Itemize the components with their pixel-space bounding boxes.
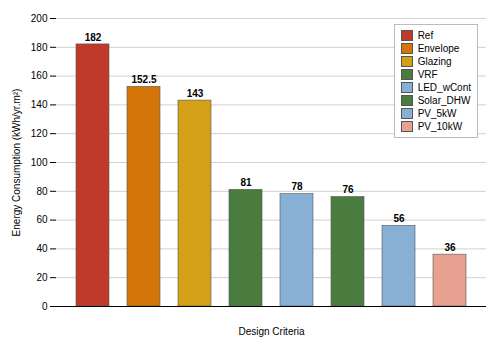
- html-text:Ref: Ref: [417, 30, 434, 41]
- svg-text:76: 76: [342, 184, 354, 195]
- svg-text:182: 182: [85, 32, 102, 43]
- html-text:Glazing: Glazing: [417, 56, 452, 67]
- svg-text:120: 120: [31, 128, 48, 139]
- svg-text:152.5: 152.5: [131, 74, 156, 85]
- svg-text:200: 200: [31, 13, 48, 24]
- svg-text:143: 143: [187, 88, 204, 99]
- svg-text:160: 160: [31, 70, 48, 81]
- html-text:VRF: VRF: [417, 69, 438, 80]
- svg-text:36: 36: [444, 242, 456, 253]
- svg-text:80: 80: [36, 186, 48, 197]
- html-text:Solar_DHW: Solar_DHW: [417, 95, 471, 106]
- html-text:Envelope: Envelope: [417, 43, 460, 54]
- svg-text:Energy Consumption (kWh/yr.m²): Energy Consumption (kWh/yr.m²): [11, 89, 22, 237]
- svg-text:0: 0: [42, 301, 48, 312]
- svg-text:100: 100: [31, 157, 48, 168]
- html-text:PV_10kW: PV_10kW: [417, 121, 463, 132]
- svg-text:78: 78: [291, 181, 303, 192]
- svg-text:40: 40: [36, 243, 48, 254]
- html-text:PV_5kW: PV_5kW: [417, 108, 457, 119]
- svg-text:Design Criteria: Design Criteria: [238, 326, 305, 337]
- svg-text:180: 180: [31, 42, 48, 53]
- svg-text:140: 140: [31, 99, 48, 110]
- svg-text:60: 60: [36, 214, 48, 225]
- svg-text:56: 56: [393, 213, 405, 224]
- svg-text:81: 81: [240, 177, 252, 188]
- svg-text:20: 20: [36, 272, 48, 283]
- html-text:LED_wCont: LED_wCont: [417, 82, 471, 93]
